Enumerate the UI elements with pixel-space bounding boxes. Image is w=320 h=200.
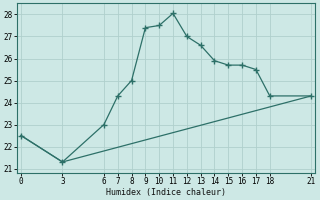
X-axis label: Humidex (Indice chaleur): Humidex (Indice chaleur) (106, 188, 226, 197)
